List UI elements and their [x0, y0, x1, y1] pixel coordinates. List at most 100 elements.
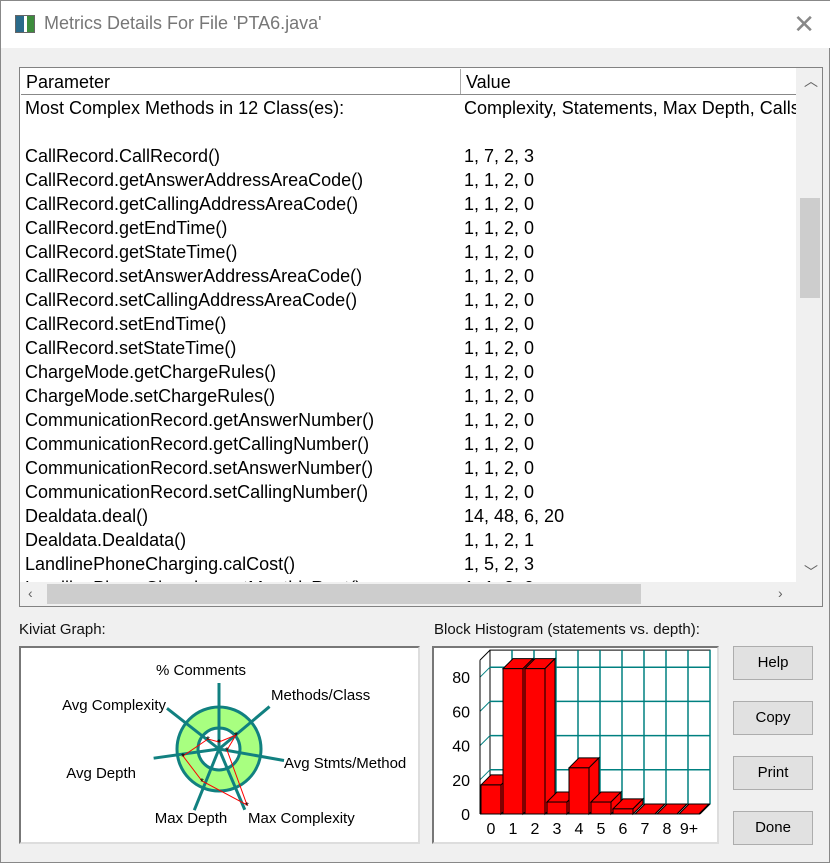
- scroll-left-icon[interactable]: ‹: [28, 585, 33, 601]
- parameter-cell: ChargeMode.setChargeRules(): [25, 386, 276, 406]
- value-cell: 1, 1, 2, 0: [464, 410, 535, 430]
- vertical-scroll-thumb[interactable]: [800, 198, 820, 298]
- value-cell: 1, 1, 2, 0: [464, 218, 535, 238]
- kiviat-point: *: [206, 735, 210, 746]
- table-row[interactable]: ChargeMode.getChargeRules() 1, 1, 2, 0: [20, 360, 797, 384]
- kiviat-graph: % Comments Methods/Class Avg Stmts/Method M…: [19, 646, 420, 844]
- table-row[interactable]: CallRecord.setCallingAddressAreaCode() 1,…: [20, 288, 797, 312]
- value-cell: 1, 1, 2, 0: [464, 434, 535, 454]
- parameter-cell: CommunicationRecord.setCallingNumber(): [25, 482, 369, 502]
- horizontal-scroll-thumb[interactable]: [47, 584, 641, 604]
- value-cell: [460, 120, 797, 144]
- grid-line-diagonal: [479, 735, 491, 746]
- column-header-value[interactable]: Value: [466, 72, 511, 92]
- y-tick-label: 80: [452, 670, 470, 687]
- x-tick-label: 6: [619, 821, 628, 838]
- value-cell: 1, 1, 2, 0: [464, 242, 535, 262]
- parameter-cell: CallRecord.getStateTime(): [25, 242, 238, 262]
- metrics-table: Parameter Value Most Complex Methods in …: [19, 67, 823, 607]
- table-row[interactable]: CallRecord.getAnswerAddressAreaCode() 1, …: [20, 168, 797, 192]
- table-row[interactable]: CallRecord.getEndTime() 1, 1, 2, 0: [20, 216, 797, 240]
- histogram-bar-side: [698, 803, 710, 815]
- table-row[interactable]: ChargeMode.setChargeRules() 1, 1, 2, 0: [20, 384, 797, 408]
- table-row[interactable]: Dealdata.deal() 14, 48, 6, 20: [20, 504, 797, 528]
- table-row[interactable]: CallRecord.getCallingAddressAreaCode() 1,…: [20, 192, 797, 216]
- value-cell: 1, 1, 2, 0: [464, 338, 535, 358]
- parameter-cell: [20, 120, 460, 144]
- kiviat-axis: [217, 748, 247, 811]
- table-row[interactable]: CommunicationRecord.setAnswerNumber() 1, …: [20, 456, 797, 480]
- kiviat-axis-label: % Comments: [156, 662, 246, 679]
- app-icon: [15, 15, 35, 33]
- table-row[interactable]: CallRecord.getStateTime() 1, 1, 2, 0: [20, 240, 797, 264]
- table-row[interactable]: LandlinePhoneCharging.calCost() 1, 5, 2, …: [20, 552, 797, 576]
- table-row[interactable]: Dealdata.Dealdata() 1, 1, 2, 1: [20, 528, 797, 552]
- histogram-bar: [480, 784, 502, 815]
- kiviat-point: *: [181, 752, 185, 763]
- kiviat-point: *: [225, 746, 229, 757]
- parameter-cell: CommunicationRecord.setAnswerNumber(): [25, 458, 374, 478]
- table-row[interactable]: CommunicationRecord.getAnswerNumber() 1, …: [20, 408, 797, 432]
- parameter-cell: ChargeMode.getChargeRules(): [25, 362, 277, 382]
- value-cell: 1, 1, 2, 0: [464, 290, 535, 310]
- x-tick-label: 2: [531, 821, 540, 838]
- kiviat-axis-label: Max Complexity: [248, 810, 355, 827]
- x-tick-label: 1: [509, 821, 518, 838]
- scroll-right-icon[interactable]: ›: [778, 585, 783, 601]
- x-tick-label: 3: [553, 821, 562, 838]
- close-icon[interactable]: ✕: [793, 9, 815, 39]
- table-row[interactable]: CommunicationRecord.getCallingNumber() 1,…: [20, 432, 797, 456]
- parameter-cell: CallRecord.setCallingAddressAreaCode(): [25, 290, 358, 310]
- table-row[interactable]: [20, 120, 797, 144]
- histogram-bar: [502, 668, 524, 815]
- table-row[interactable]: CallRecord.setEndTime() 1, 1, 2, 0: [20, 312, 797, 336]
- kiviat-axis-label: Methods/Class: [271, 687, 370, 704]
- value-cell: 1, 7, 2, 3: [464, 146, 535, 166]
- parameter-cell: CallRecord.setEndTime(): [25, 314, 227, 334]
- parameter-cell: LandlinePhoneCharging.getMonthlyRent(): [20, 576, 460, 583]
- histogram-bar: [568, 767, 590, 815]
- x-tick-label: 5: [597, 821, 606, 838]
- table-row[interactable]: CallRecord.CallRecord() 1, 7, 2, 3: [20, 144, 797, 168]
- table-row[interactable]: CallRecord.setAnswerAddressAreaCode() 1, …: [20, 264, 797, 288]
- copy-button[interactable]: Copy: [733, 701, 813, 735]
- print-button[interactable]: Print: [733, 756, 813, 790]
- table-row[interactable]: LandlinePhoneCharging.getMonthlyRent()1,…: [20, 576, 797, 583]
- scroll-up-icon[interactable]: ︿: [804, 73, 818, 89]
- table-row[interactable]: Most Complex Methods in 12 Class(es): Com…: [20, 96, 797, 120]
- histogram-bar-side: [654, 803, 666, 815]
- table-row[interactable]: CommunicationRecord.setCallingNumber() 1,…: [20, 480, 797, 504]
- done-button[interactable]: Done: [733, 811, 813, 845]
- value-cell: 1, 1, 2, 0: [464, 362, 535, 382]
- value-cell: 1, 1, 2, 0: [464, 386, 535, 406]
- value-cell: 1, 1, 2, 1: [464, 530, 535, 550]
- help-button[interactable]: Help: [733, 646, 813, 680]
- value-cell: 1, 1, 2, 0: [464, 170, 535, 190]
- column-header-parameter[interactable]: Parameter: [21, 69, 461, 94]
- scroll-down-icon[interactable]: ﹀: [804, 564, 818, 580]
- kiviat-axis-label: Avg Complexity: [62, 697, 166, 714]
- horizontal-scrollbar[interactable]: ‹ ›: [20, 582, 798, 606]
- value-cell: 1, 1, 2, 0: [464, 194, 535, 214]
- y-tick-label: 40: [452, 739, 470, 756]
- y-tick-label: 60: [452, 704, 470, 721]
- parameter-cell: CallRecord.getCallingAddressAreaCode(): [25, 194, 359, 214]
- value-cell: 1, 1, 2, 0: [464, 482, 535, 502]
- grid-line-diagonal: [479, 666, 491, 678]
- parameter-cell: CallRecord.getEndTime(): [25, 218, 228, 238]
- parameter-cell: Dealdata.Dealdata(): [25, 530, 187, 550]
- parameter-cell: CallRecord.getAnswerAddressAreaCode(): [25, 170, 364, 190]
- value-cell: 1, 1, 2, 0: [464, 266, 535, 286]
- histogram-bar-side: [544, 657, 556, 816]
- grid-line-diagonal: [479, 701, 491, 712]
- histogram-bar: [590, 801, 612, 815]
- table-row[interactable]: CallRecord.setStateTime() 1, 1, 2, 0: [20, 336, 797, 360]
- parameter-cell: CallRecord.CallRecord(): [25, 146, 221, 166]
- kiviat-point: *: [200, 777, 204, 788]
- parameter-cell: LandlinePhoneCharging.calCost(): [25, 554, 296, 574]
- value-cell: 1, 1, 2, 0: [464, 458, 535, 478]
- value-cell: 14, 48, 6, 20: [464, 506, 565, 526]
- vertical-scrollbar[interactable]: ︿ ﹀: [796, 68, 822, 583]
- kiviat-axis: [218, 705, 271, 751]
